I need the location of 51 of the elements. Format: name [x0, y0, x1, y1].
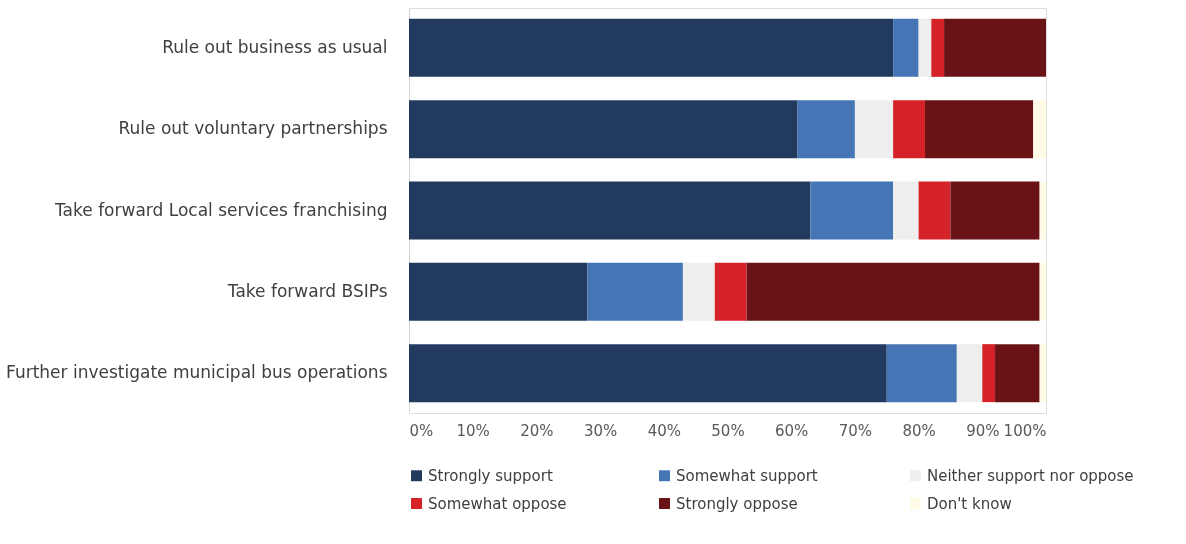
bar [797, 100, 855, 159]
bar [950, 181, 1040, 240]
legend-label: Strongly support [428, 466, 553, 485]
bar [918, 18, 932, 77]
bar [1033, 100, 1046, 159]
legend-label: Somewhat support [676, 466, 818, 485]
bar [918, 181, 951, 240]
x-tick-label: 70% [838, 421, 873, 440]
bar [944, 18, 1046, 77]
bar [409, 18, 894, 77]
bar [714, 262, 747, 321]
bar [893, 181, 919, 240]
x-tick-label: 100% [1003, 421, 1047, 440]
x-tick-label: 30% [583, 421, 618, 440]
x-tick-label: 40% [647, 421, 681, 440]
y-tick-label: Take forward BSIPs [226, 280, 388, 301]
x-tick-label: 20% [520, 421, 554, 440]
x-tick-label: 90% [966, 421, 1000, 440]
bar [682, 262, 715, 321]
y-tick-label: Further investigate municipal bus operations [6, 362, 388, 383]
legend-label: Neither support nor oppose [927, 466, 1134, 485]
bar [956, 344, 983, 403]
legend-label: Strongly oppose [676, 494, 798, 513]
bar [931, 18, 945, 77]
y-tick-label: Rule out business as usual [162, 36, 388, 57]
bar [1039, 344, 1046, 403]
x-tick-label: 80% [902, 421, 936, 440]
bar [810, 181, 894, 240]
bar [924, 100, 1034, 159]
x-tick-label: 0% [409, 421, 434, 440]
bar [1039, 181, 1046, 240]
bar [995, 344, 1040, 403]
bar [982, 344, 996, 403]
bar [587, 262, 683, 321]
bar [886, 344, 957, 403]
bar [409, 344, 887, 403]
y-tick-label: Rule out voluntary partnerships [118, 118, 388, 139]
x-tick-label: 50% [711, 421, 745, 440]
bar [854, 100, 894, 159]
bar [1039, 262, 1046, 321]
bar [409, 100, 798, 159]
legend-label: Somewhat oppose [428, 494, 567, 513]
bar [409, 181, 811, 240]
bar [409, 262, 588, 321]
x-tick-label: 10% [456, 421, 490, 440]
bar [893, 100, 925, 159]
y-tick-label: Take forward Local services franchising [54, 199, 388, 220]
x-tick-label: 60% [775, 421, 809, 440]
bar [746, 262, 1040, 321]
legend-label: Don't know [927, 494, 1012, 513]
bar [893, 18, 919, 77]
